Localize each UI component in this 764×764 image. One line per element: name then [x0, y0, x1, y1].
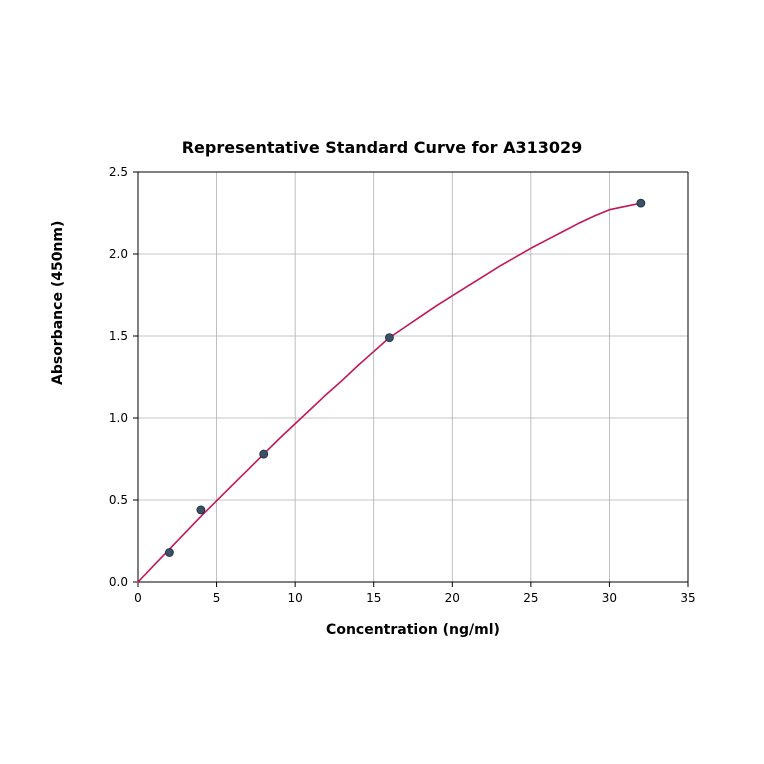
y-tick-label: 1.5 [109, 329, 128, 343]
y-axis-label: Absorbance (450nm) [50, 365, 66, 385]
x-tick-label: 0 [134, 591, 142, 605]
standard-curve-line [138, 203, 641, 582]
y-tick-label: 2.5 [109, 165, 128, 179]
data-point [637, 199, 645, 207]
x-tick-label: 20 [445, 591, 460, 605]
plot-area: 0 5 10 15 20 25 30 35 0.0 0.5 1.0 1.5 2.0 2.5 [88, 122, 738, 632]
y-tick-label: 2.0 [109, 247, 128, 261]
y-tick-label: 0.5 [109, 493, 128, 507]
x-tick-label: 35 [680, 591, 695, 605]
y-tick-label: 1.0 [109, 411, 128, 425]
x-tick-label: 25 [523, 591, 538, 605]
x-tick-label: 30 [602, 591, 617, 605]
data-point [260, 450, 268, 458]
data-point [165, 548, 173, 556]
x-tick-label: 10 [288, 591, 303, 605]
y-tick-label: 0.0 [109, 575, 128, 589]
data-point [385, 334, 393, 342]
data-point [197, 506, 205, 514]
x-tick-label: 5 [213, 591, 221, 605]
chart-container: Representative Standard Curve for A31302… [0, 0, 764, 764]
x-tick-label: 15 [366, 591, 381, 605]
